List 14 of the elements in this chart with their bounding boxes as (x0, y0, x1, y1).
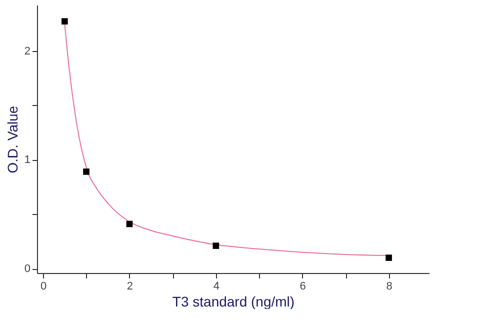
point (126, 220, 133, 228)
point (83, 168, 90, 175)
x-tick-label: 2 (126, 280, 134, 292)
point (212, 242, 220, 249)
y-axis-title: O.D. Value (4, 106, 20, 174)
x-tick-label: 6 (300, 280, 306, 292)
y-tick-label: 2 (24, 45, 30, 58)
x-tick-label: 0 (40, 280, 47, 292)
point (62, 18, 68, 25)
y-tick-label: 0 (24, 263, 30, 276)
x-tick-label: 8 (386, 280, 392, 292)
x-tick-label: 4 (213, 280, 220, 292)
point (386, 254, 392, 261)
y-tick-label: 1 (24, 154, 30, 166)
